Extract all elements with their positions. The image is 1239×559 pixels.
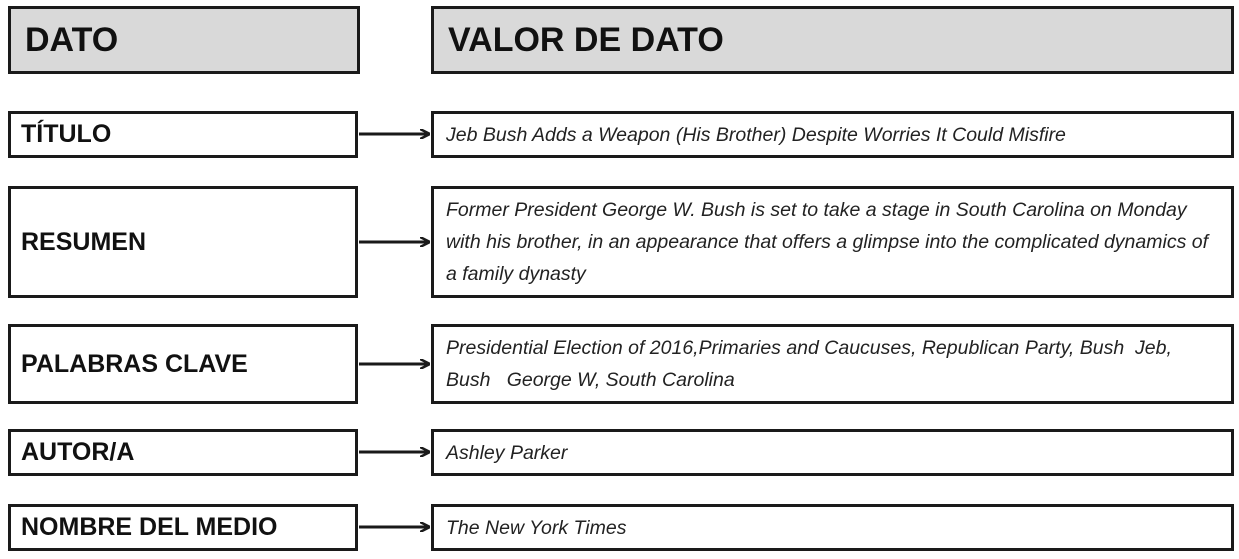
label-titulo-text: TÍTULO [21, 120, 112, 148]
header-dato-label: DATO [25, 20, 119, 59]
label-nombre-del-medio: NOMBRE DEL MEDIO [8, 504, 358, 551]
value-autor: Ashley Parker [431, 429, 1234, 476]
label-nombre-del-medio-text: NOMBRE DEL MEDIO [21, 513, 278, 541]
label-resumen-text: RESUMEN [21, 227, 147, 256]
label-resumen: RESUMEN [8, 186, 358, 298]
value-nombre-del-medio-text: The New York Times [446, 516, 627, 539]
value-resumen-text: Former President George W. Bush is set t… [446, 199, 1214, 285]
value-autor-text: Ashley Parker [446, 441, 568, 464]
header-dato: DATO [8, 6, 360, 74]
value-titulo-text: Jeb Bush Adds a Weapon (His Brother) Des… [446, 123, 1066, 146]
value-palabras-clave: Presidential Election of 2016,Primaries … [431, 324, 1234, 404]
value-titulo: Jeb Bush Adds a Weapon (His Brother) Des… [431, 111, 1234, 158]
value-nombre-del-medio: The New York Times [431, 504, 1234, 551]
value-resumen: Former President George W. Bush is set t… [431, 186, 1234, 298]
label-titulo: TÍTULO [8, 111, 358, 158]
label-autor: AUTOR/A [8, 429, 358, 476]
label-palabras-clave-text: PALABRAS CLAVE [21, 349, 248, 378]
value-palabras-clave-text: Presidential Election of 2016,Primaries … [446, 337, 1178, 391]
header-valor-label: VALOR DE DATO [448, 20, 724, 59]
header-valor-de-dato: VALOR DE DATO [431, 6, 1234, 74]
label-palabras-clave: PALABRAS CLAVE [8, 324, 358, 404]
label-autor-text: AUTOR/A [21, 438, 135, 466]
